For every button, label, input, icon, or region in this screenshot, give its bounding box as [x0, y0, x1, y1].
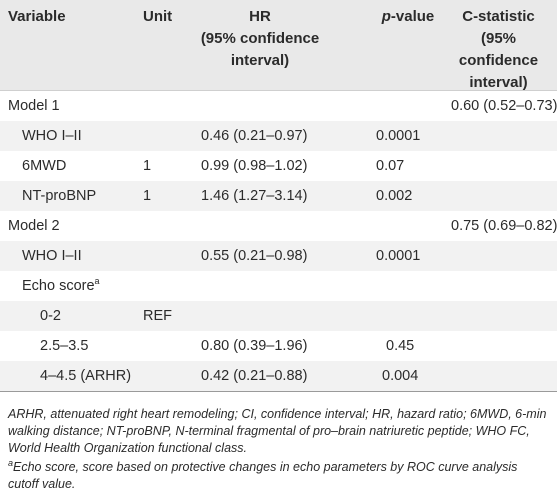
echo-score-note: aEcho score, score based on protective c… — [8, 457, 549, 493]
footnote-marker: a — [8, 457, 14, 468]
table-row: 6MWD 1 0.99 (0.98–1.02) 0.07 — [0, 151, 557, 181]
cell-variable: NT-proBNP — [22, 188, 97, 204]
cell-hr: 0.80 (0.39–1.96) — [201, 338, 308, 354]
table-body: Model 1 0.60 (0.52–0.73) WHO I–II 0.46 (… — [0, 91, 557, 391]
cell-variable: 0-2 — [40, 308, 61, 324]
cell-hr: 0.46 (0.21–0.97) — [201, 128, 308, 144]
abbreviations-note: ARHR, attenuated right heart remodeling;… — [8, 407, 547, 455]
cell-variable-text: Echo score — [22, 278, 95, 294]
table-footnotes: ARHR, attenuated right heart remodeling;… — [0, 392, 557, 493]
table-row: Echo scorea — [0, 271, 557, 301]
table-row: NT-proBNP 1 1.46 (1.27–3.14) 0.002 — [0, 181, 557, 211]
cell-hr: 0.55 (0.21–0.98) — [201, 248, 308, 264]
cell-p: 0.0001 — [376, 128, 421, 144]
cell-variable: Echo scorea — [22, 271, 100, 301]
cell-variable: 6MWD — [22, 158, 67, 174]
header-c-line2: (95% confidence — [458, 30, 539, 69]
table-bottom-rule — [0, 391, 557, 392]
table-row: WHO I–II 0.46 (0.21–0.97) 0.0001 — [0, 121, 557, 151]
cell-variable: Model 1 — [8, 98, 60, 114]
cell-unit: 1 — [143, 188, 152, 204]
table-row: WHO I–II 0.55 (0.21–0.98) 0.0001 — [0, 241, 557, 271]
cell-c: 0.60 (0.52–0.73) — [451, 98, 557, 114]
table-row: 0-2 REF — [0, 301, 557, 331]
cell-unit: 1 — [143, 158, 152, 174]
table-row: Model 1 0.60 (0.52–0.73) — [0, 91, 557, 121]
header-p-rest: -value — [390, 8, 435, 25]
table-row: 2.5–3.5 0.80 (0.39–1.96) 0.45 — [0, 331, 557, 361]
header-c-line3: interval) — [469, 74, 528, 91]
header-hr: HR (95% confidence interval) — [180, 6, 340, 72]
header-c-line1: C-statistic — [462, 8, 535, 25]
table-row: Model 2 0.75 (0.69–0.82) — [0, 211, 557, 241]
cell-p: 0.07 — [376, 158, 405, 174]
cell-variable: Model 2 — [8, 218, 60, 234]
header-hr-line1: HR — [249, 8, 271, 25]
cell-p: 0.0001 — [376, 248, 421, 264]
cell-variable: 2.5–3.5 — [40, 338, 89, 354]
header-unit: Unit — [143, 8, 173, 25]
cell-hr: 1.46 (1.27–3.14) — [201, 188, 308, 204]
header-hr-line3: interval) — [230, 52, 290, 69]
cell-variable: WHO I–II — [22, 128, 82, 144]
cell-c: 0.75 (0.69–0.82) — [451, 218, 557, 234]
cell-variable: WHO I–II — [22, 248, 82, 264]
header-p-value: p-value — [366, 6, 450, 28]
header-p-italic: p — [381, 8, 391, 25]
cell-variable: 4–4.5 (ARHR) — [40, 368, 132, 384]
cell-unit: REF — [143, 308, 172, 324]
table-header: Variable Unit HR (95% confidence interva… — [0, 0, 557, 91]
cell-p: 0.45 — [386, 338, 415, 354]
header-hr-line2: (95% confidence — [200, 30, 320, 47]
cell-p: 0.004 — [382, 368, 419, 384]
footnote-marker: a — [94, 276, 100, 287]
header-variable: Variable — [8, 8, 66, 25]
cell-p: 0.002 — [376, 188, 413, 204]
cell-hr: 0.99 (0.98–1.02) — [201, 158, 308, 174]
header-c-statistic: C-statistic (95% confidence interval) — [440, 6, 557, 94]
cell-hr: 0.42 (0.21–0.88) — [201, 368, 308, 384]
table-row: 4–4.5 (ARHR) 0.42 (0.21–0.88) 0.004 — [0, 361, 557, 391]
